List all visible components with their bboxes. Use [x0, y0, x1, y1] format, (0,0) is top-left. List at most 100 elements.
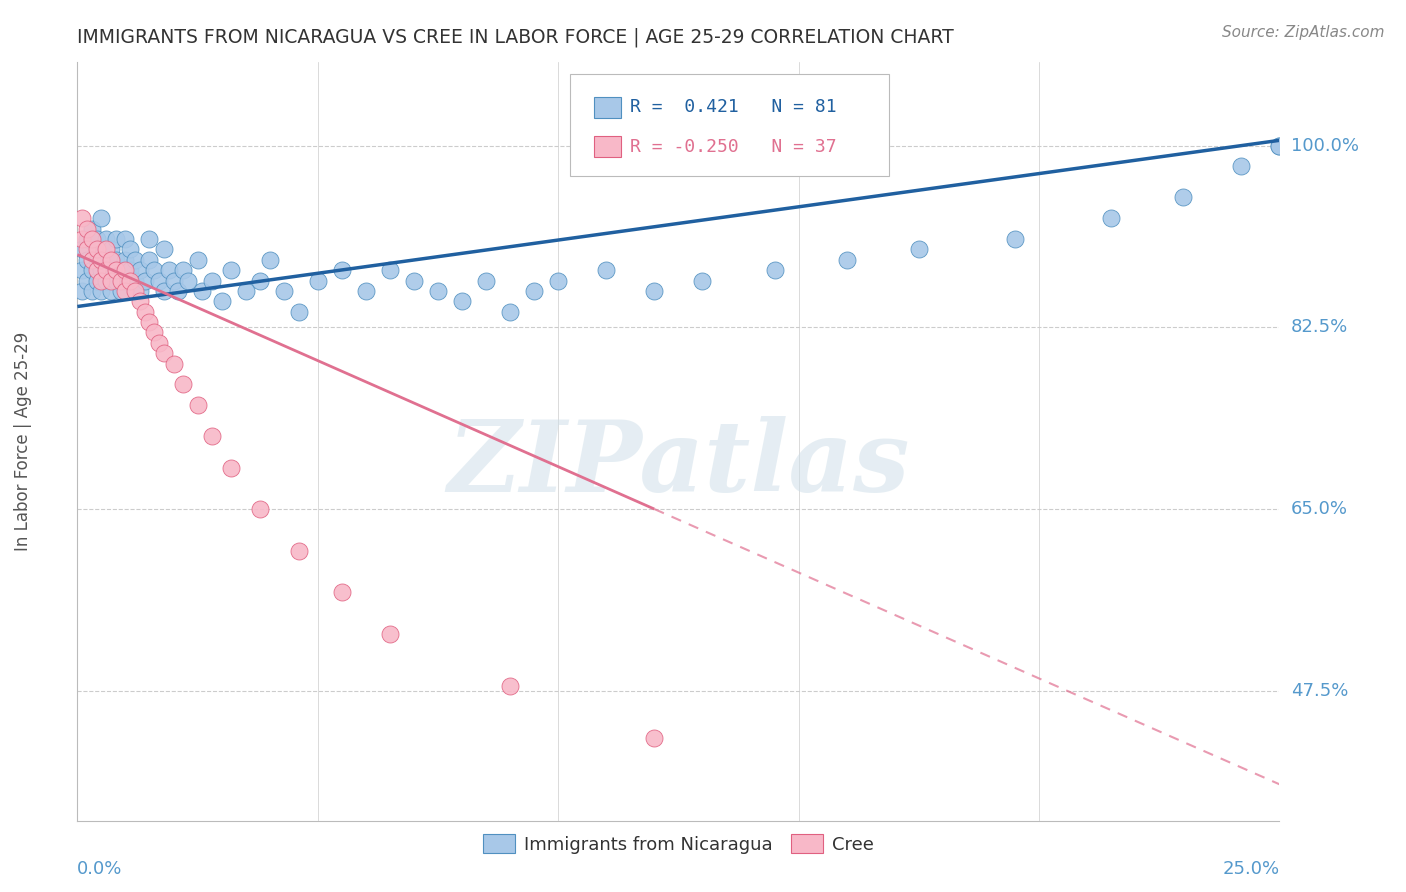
- Point: [104, 263, 127, 277]
- Point: [80, 221, 103, 235]
- Point: [128, 284, 150, 298]
- Point: [162, 274, 184, 288]
- Point: [90, 252, 112, 267]
- Point: [201, 429, 224, 443]
- Point: [114, 252, 136, 267]
- Point: [100, 274, 122, 288]
- Point: [124, 284, 146, 298]
- Point: [378, 263, 401, 277]
- Point: [138, 315, 160, 329]
- Point: [86, 252, 108, 267]
- Point: [96, 274, 118, 288]
- Point: [90, 211, 112, 226]
- Point: [763, 263, 786, 277]
- Point: [124, 274, 146, 288]
- Point: [128, 294, 150, 309]
- Point: [90, 274, 112, 288]
- Point: [134, 304, 156, 318]
- Point: [80, 284, 103, 298]
- Point: [167, 284, 190, 298]
- Point: [835, 252, 858, 267]
- Point: [134, 274, 156, 288]
- Point: [138, 232, 160, 246]
- Point: [76, 221, 98, 235]
- Point: [138, 252, 160, 267]
- Point: [96, 263, 118, 277]
- Point: [523, 284, 546, 298]
- Point: [100, 284, 122, 298]
- Point: [643, 284, 665, 298]
- Point: [1099, 211, 1122, 226]
- Point: [120, 243, 142, 257]
- Point: [153, 243, 176, 257]
- Text: R =  0.421   N = 81: R = 0.421 N = 81: [630, 98, 837, 116]
- Point: [1230, 159, 1253, 173]
- Point: [76, 243, 98, 257]
- Point: [177, 274, 200, 288]
- Point: [451, 294, 474, 309]
- Point: [96, 232, 118, 246]
- Point: [114, 284, 136, 298]
- Point: [100, 263, 122, 277]
- Point: [114, 263, 136, 277]
- Point: [153, 346, 176, 360]
- Text: 100.0%: 100.0%: [1291, 136, 1358, 154]
- Point: [287, 304, 309, 318]
- Point: [80, 232, 103, 246]
- Point: [90, 243, 112, 257]
- Point: [76, 274, 98, 288]
- Point: [96, 252, 118, 267]
- Point: [191, 284, 214, 298]
- Text: 25.0%: 25.0%: [1222, 860, 1279, 878]
- Point: [1268, 138, 1291, 153]
- Point: [153, 284, 176, 298]
- Point: [330, 585, 353, 599]
- Point: [114, 232, 136, 246]
- Point: [186, 252, 209, 267]
- Point: [499, 304, 522, 318]
- Point: [148, 335, 170, 350]
- Point: [547, 274, 569, 288]
- Point: [100, 252, 122, 267]
- Point: [201, 274, 224, 288]
- Point: [76, 252, 98, 267]
- Point: [354, 284, 377, 298]
- Point: [259, 252, 281, 267]
- Point: [70, 284, 93, 298]
- FancyBboxPatch shape: [595, 96, 620, 118]
- Point: [86, 263, 108, 277]
- Point: [70, 263, 93, 277]
- Point: [86, 274, 108, 288]
- Point: [148, 274, 170, 288]
- Text: 65.0%: 65.0%: [1291, 500, 1347, 518]
- Point: [96, 243, 118, 257]
- Text: Source: ZipAtlas.com: Source: ZipAtlas.com: [1222, 25, 1385, 40]
- Point: [86, 243, 108, 257]
- Point: [219, 460, 242, 475]
- Point: [104, 232, 127, 246]
- Text: R = -0.250   N = 37: R = -0.250 N = 37: [630, 137, 837, 155]
- Point: [143, 263, 166, 277]
- Point: [186, 398, 209, 412]
- Point: [172, 377, 194, 392]
- Text: IMMIGRANTS FROM NICARAGUA VS CREE IN LABOR FORCE | AGE 25-29 CORRELATION CHART: IMMIGRANTS FROM NICARAGUA VS CREE IN LAB…: [77, 28, 955, 47]
- Point: [692, 274, 714, 288]
- Point: [307, 274, 329, 288]
- Text: 82.5%: 82.5%: [1291, 318, 1348, 336]
- Point: [120, 263, 142, 277]
- FancyBboxPatch shape: [571, 74, 889, 177]
- Point: [124, 252, 146, 267]
- Point: [100, 243, 122, 257]
- Point: [143, 326, 166, 340]
- Point: [120, 274, 142, 288]
- Point: [104, 252, 127, 267]
- Point: [70, 232, 93, 246]
- Point: [110, 284, 132, 298]
- Point: [70, 243, 93, 257]
- Point: [157, 263, 180, 277]
- Point: [76, 232, 98, 246]
- Point: [595, 263, 617, 277]
- Point: [273, 284, 295, 298]
- Text: 0.0%: 0.0%: [77, 860, 122, 878]
- Point: [402, 274, 425, 288]
